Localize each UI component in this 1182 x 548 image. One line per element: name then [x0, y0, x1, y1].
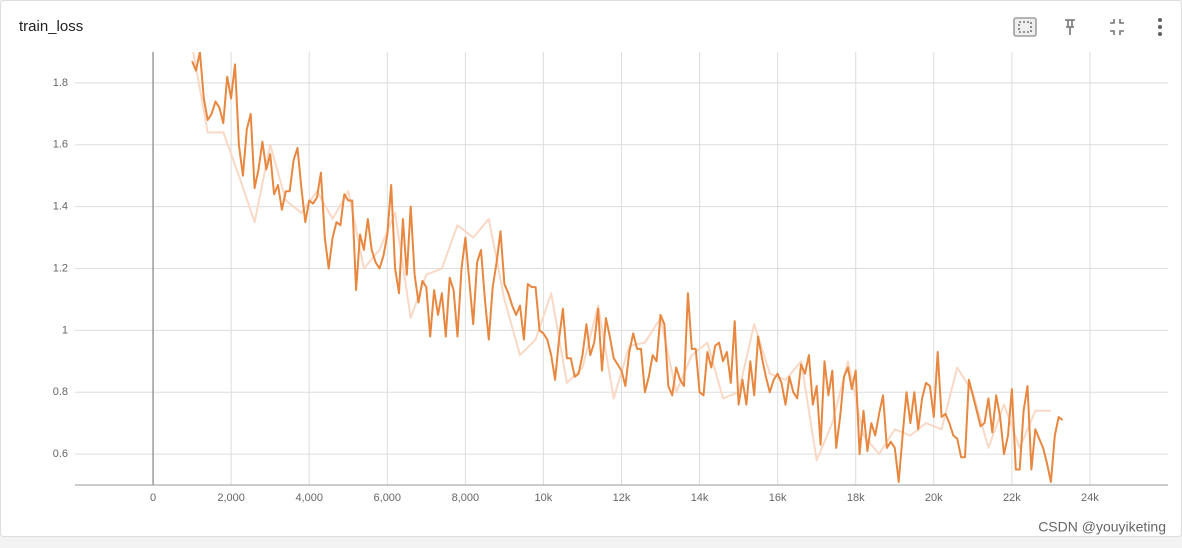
chart-title: train_loss	[19, 18, 83, 35]
y-tick-label: 1.2	[53, 262, 68, 274]
pin-button[interactable]	[1065, 19, 1075, 35]
fit-domain-button[interactable]	[1013, 17, 1037, 37]
x-tick-label: 14k	[691, 492, 709, 504]
y-tick-label: 0.6	[53, 448, 68, 460]
x-tick-label: 2,000	[217, 492, 245, 504]
more-button[interactable]	[1158, 18, 1162, 36]
watermark: CSDN @youyiketing	[1038, 519, 1166, 535]
y-tick-label: 1	[62, 324, 68, 336]
collapse-button[interactable]	[1110, 19, 1124, 35]
x-tick-label: 12k	[613, 492, 631, 504]
y-tick-label: 1.4	[53, 201, 68, 213]
x-tick-label: 22k	[1003, 492, 1021, 504]
x-tick-label: 8,000	[452, 492, 480, 504]
series-line	[191, 52, 1064, 483]
x-tick-label: 16k	[769, 492, 787, 504]
x-tick-label: 18k	[847, 492, 865, 504]
x-tick-label: 4,000	[295, 492, 323, 504]
y-tick-label: 1.8	[53, 77, 68, 89]
plot	[191, 52, 1064, 483]
y-tick-label: 1.6	[53, 139, 68, 151]
x-tick-label: 0	[150, 492, 156, 504]
toolbar	[1013, 17, 1162, 37]
x-tick-label: 6,000	[374, 492, 402, 504]
x-tick-label: 10k	[535, 492, 553, 504]
x-tick-label: 20k	[925, 492, 943, 504]
x-tick-label: 24k	[1081, 492, 1099, 504]
y-tick-label: 0.8	[53, 386, 68, 398]
